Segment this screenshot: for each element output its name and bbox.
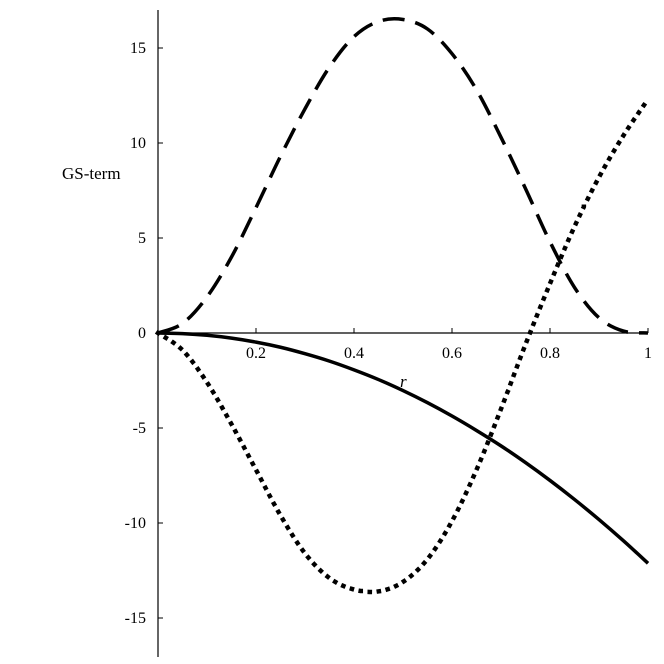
axes: -15 -10 -5 0 5 10 15 0.2 0.4 0.6 0.8 1 bbox=[125, 10, 652, 657]
x-tick-label: 0.6 bbox=[442, 345, 462, 362]
x-tick-label: 0.8 bbox=[540, 345, 560, 362]
x-tick-label: 0.2 bbox=[246, 345, 266, 362]
series-line-dashed bbox=[157, 17, 649, 335]
y-tick-label: 15 bbox=[130, 40, 146, 57]
series-line-solid bbox=[157, 331, 650, 565]
y-tick-label: 0 bbox=[138, 325, 146, 342]
y-tick-label: -15 bbox=[125, 610, 146, 627]
series-layer bbox=[154, 17, 652, 595]
x-axis-label: r bbox=[400, 372, 407, 391]
y-tick-label: -5 bbox=[133, 420, 146, 437]
series-line-dotted bbox=[154, 96, 652, 595]
x-tick-label: 0.4 bbox=[344, 345, 364, 362]
x-tick-label: 1 bbox=[644, 345, 652, 362]
y-tick-label: 10 bbox=[130, 135, 146, 152]
y-tick-label: -10 bbox=[125, 515, 146, 532]
labels: GS-term r bbox=[62, 164, 407, 391]
y-tick-label: 5 bbox=[138, 230, 146, 247]
y-axis-label: GS-term bbox=[62, 164, 121, 183]
